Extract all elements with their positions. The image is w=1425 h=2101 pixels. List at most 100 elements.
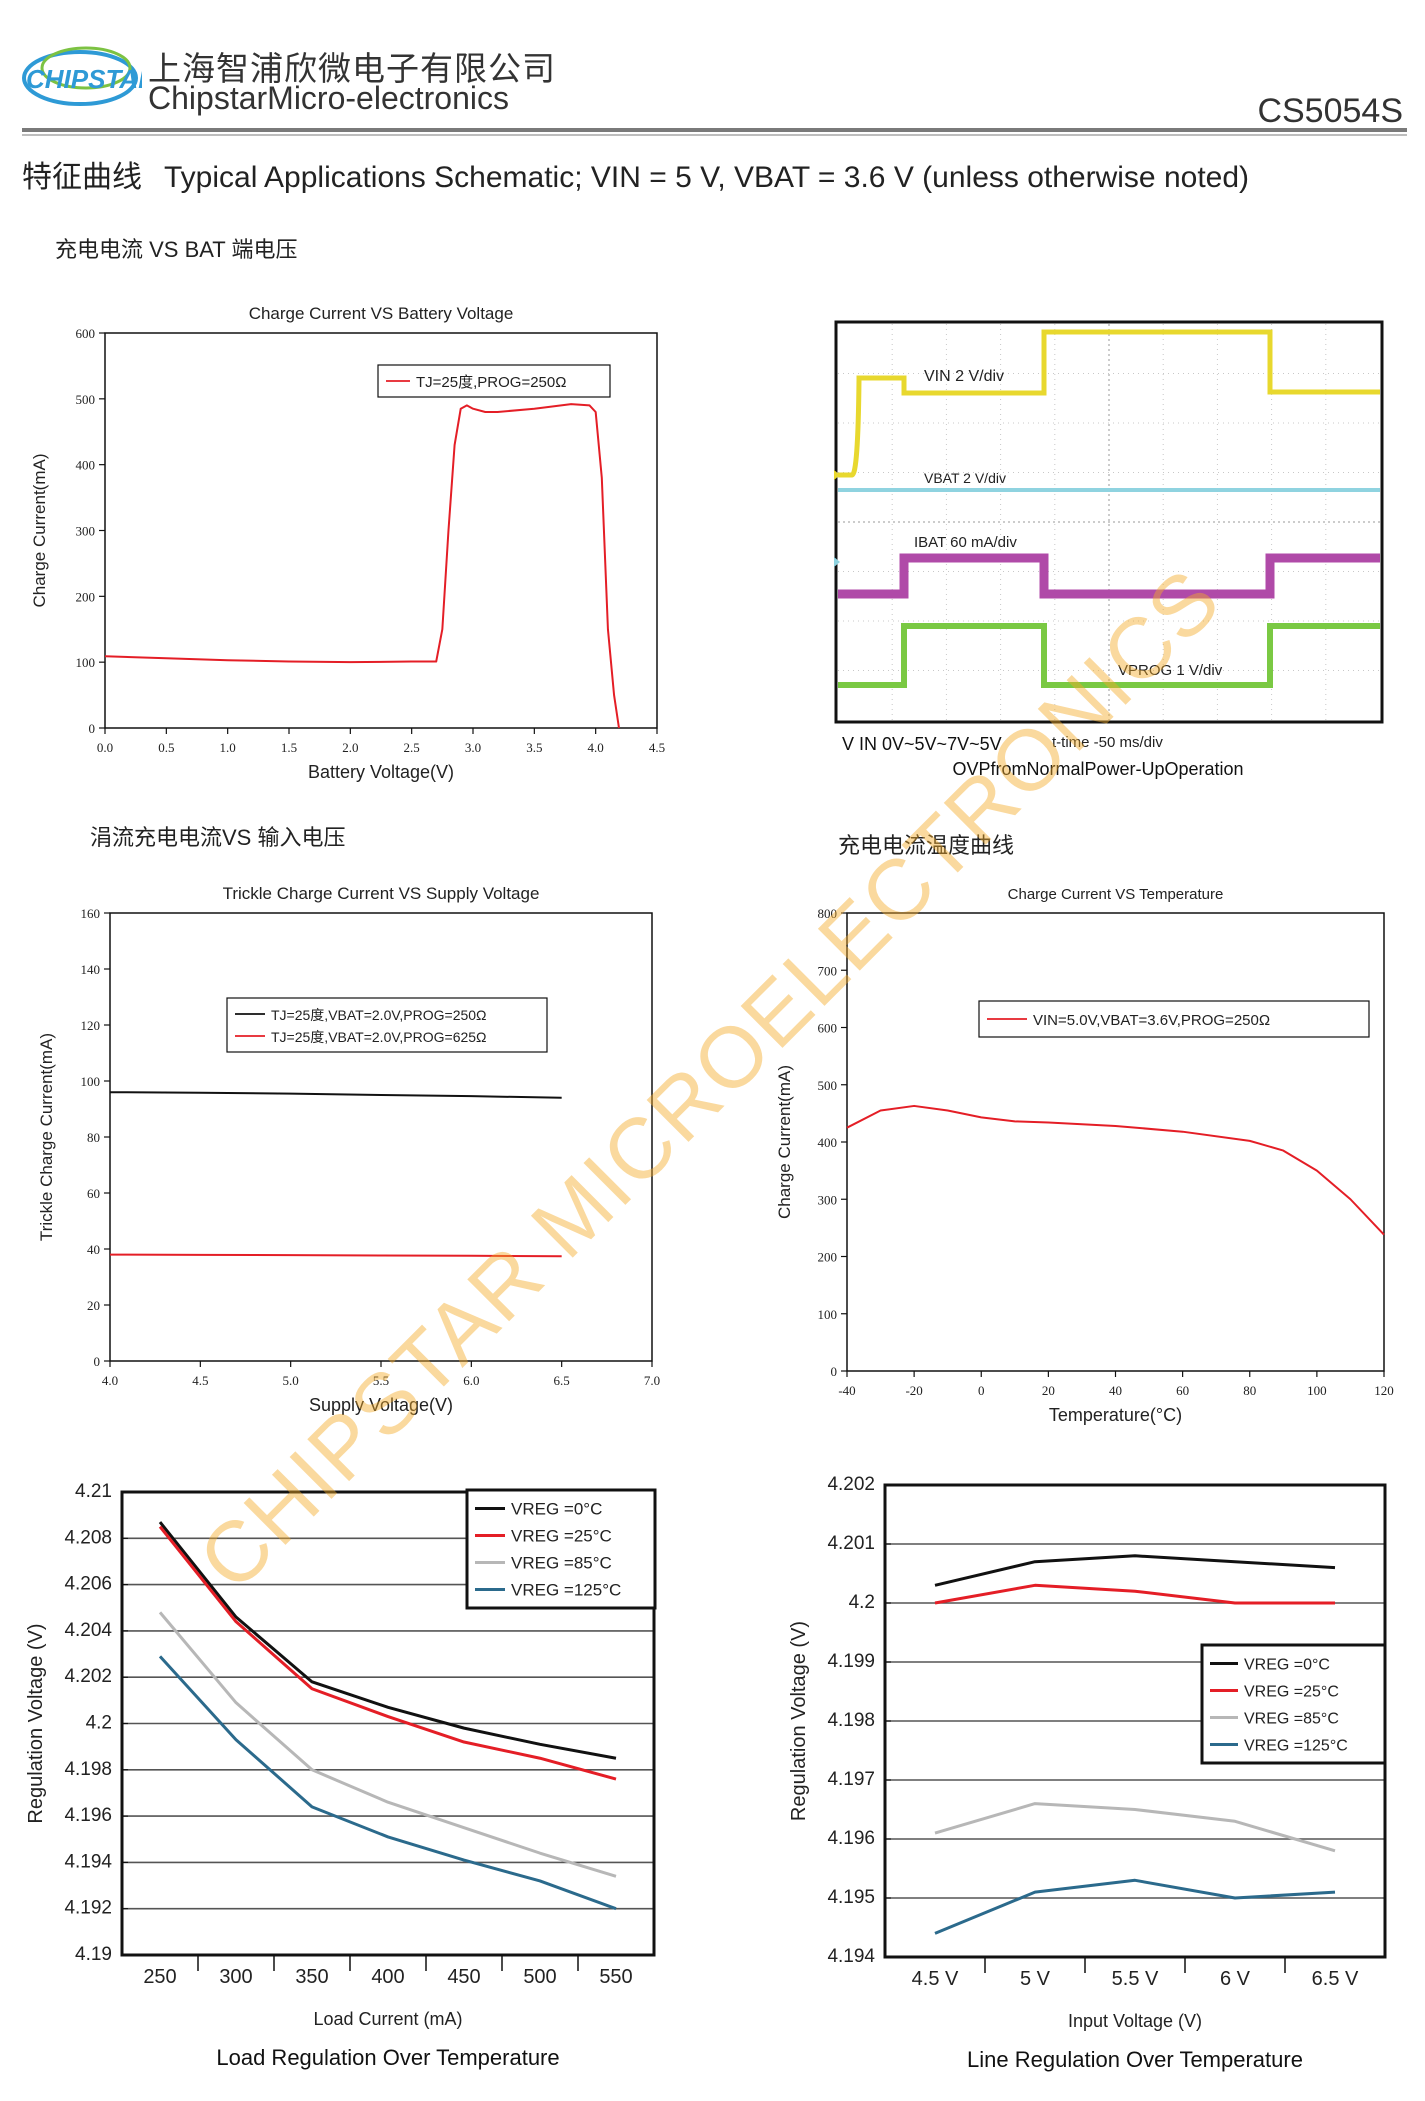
y-tick-label: 4.192	[64, 1898, 112, 1919]
x-axis-label: Supply Voltage(V)	[309, 1395, 453, 1415]
x-tick-label: 40	[1109, 1383, 1122, 1398]
logo-text: CHIPSTAR	[26, 64, 142, 94]
y-tick-label: 600	[76, 326, 96, 341]
scope-marker-ch1	[834, 470, 840, 480]
y-tick-label: 4.197	[827, 1769, 875, 1790]
legend-label: VIN=5.0V,VBAT=3.6V,PROG=250Ω	[1033, 1012, 1270, 1029]
x-tick-label: 100	[1307, 1383, 1327, 1398]
y-tick-label: 4.206	[64, 1574, 112, 1595]
y-tick-label: 0	[89, 721, 96, 736]
legend-label: VREG =25°C	[511, 1527, 612, 1546]
scope-traces	[834, 329, 1380, 688]
chart-charge-vs-temp: 0 100 200 300 400 500 600 700 800 -40 -20 0 20 40 60 80…	[775, 886, 1394, 1425]
y-tick-label: 80	[87, 1130, 100, 1145]
series-line-2	[109, 1253, 562, 1258]
x-tick-label: 6.5 V	[1312, 1968, 1359, 1990]
scope-ch3-label: IBAT 60 mA/div	[914, 534, 1017, 551]
y-tick-label: 200	[818, 1250, 838, 1265]
chart-ovp-scope: VIN 2 V/div VBAT 2 V/div IBAT 60 mA/div …	[834, 320, 1384, 779]
y-tick-label: 300	[818, 1192, 838, 1207]
y-tick-label: 140	[81, 962, 101, 977]
y-tick-label: 60	[87, 1186, 100, 1201]
legend-box	[377, 364, 611, 398]
x-tick-label: 120	[1374, 1383, 1394, 1398]
y-tick-label: 100	[81, 1074, 101, 1089]
scope-grid	[838, 324, 1380, 720]
scope-trace-vin	[838, 329, 1380, 478]
x-tick-label: 6.0	[463, 1373, 479, 1388]
x-tick-label: 2.0	[342, 740, 358, 755]
x-tick-label: 5.5 V	[1112, 1968, 1159, 1990]
y-tick-label: 400	[818, 1135, 838, 1150]
section-title-en: Typical Applications Schematic; VIN = 5 …	[164, 161, 1250, 194]
x-tick-label: 6 V	[1220, 1968, 1251, 1990]
x-tick-label: 0.0	[97, 740, 113, 755]
plot-frame	[846, 912, 1385, 1372]
x-tick-label: 3.0	[465, 740, 481, 755]
y-tick-label: 400	[76, 458, 96, 473]
x-tick-label: 5.5	[373, 1373, 389, 1388]
x-tick-label: 60	[1176, 1383, 1189, 1398]
y-axis-label: Regulation Voltage (V)	[788, 1621, 810, 1821]
legend-box	[978, 1000, 1370, 1038]
y-tick-label: 4.199	[827, 1651, 875, 1672]
x-tick-label: 450	[447, 1966, 480, 1988]
y-tick-label: 500	[76, 392, 96, 407]
chart-title: Charge Current VS Battery Voltage	[249, 304, 514, 323]
y-tick-label: 200	[76, 589, 96, 604]
legend-label: VREG =0°C	[1244, 1657, 1330, 1674]
y-tick-label: 500	[818, 1078, 838, 1093]
scope-ch4-label: VPROG 1 V/div	[1118, 662, 1223, 679]
y-tick-label: 4.196	[827, 1828, 875, 1849]
x-axis-label: Input Voltage (V)	[1068, 2011, 1202, 2031]
y-tick-label: 4.194	[64, 1851, 112, 1872]
x-axis-label: Temperature(°C)	[1049, 1405, 1182, 1425]
scope-ch2-label: VBAT 2 V/div	[924, 470, 1006, 486]
legend-label: VREG =85°C	[511, 1554, 612, 1573]
legend-label: VREG =85°C	[1244, 1711, 1339, 1728]
x-tick-label: 3.5	[526, 740, 542, 755]
x-tick-label: 1.0	[220, 740, 236, 755]
y-tick-label: 600	[818, 1021, 838, 1036]
x-tick-label: 2.5	[404, 740, 420, 755]
x-tick-label: 7.0	[644, 1373, 660, 1388]
y-tick-label: 4.204	[64, 1620, 112, 1641]
series-line-2	[158, 1525, 617, 1781]
y-tick-label: 4.198	[64, 1759, 112, 1780]
y-tick-label: 800	[818, 906, 838, 921]
y-axis-label: Regulation Voltage (V)	[25, 1623, 47, 1823]
chart-title: Load Regulation Over Temperature	[216, 2045, 559, 2070]
x-tick-label: 80	[1243, 1383, 1256, 1398]
y-tick-label: 4.202	[827, 1474, 875, 1495]
x-tick-label: 4.5 V	[912, 1968, 959, 1990]
chart-trickle-vs-supply: 0 20 40 60 80 100 120 140 160 4.0 4.5 5.0 5.5 6.0 6.5 7…	[37, 884, 660, 1415]
x-tick-label: 350	[295, 1966, 328, 1988]
y-tick-label: 4.21	[75, 1481, 112, 1502]
x-tick-label: -20	[905, 1383, 922, 1398]
legend-label: VREG =0°C	[511, 1500, 602, 1519]
y-tick-label: 20	[87, 1298, 100, 1313]
scope-title: OVPfromNormalPower-UpOperation	[952, 759, 1243, 779]
x-tick-label: 4.0	[588, 740, 604, 755]
y-tick-label: 100	[818, 1307, 838, 1322]
chart-charge-vs-battery: 0 100 200 300 400 500 600 0.0 0.5 1.0 1.5 2.0 2.5 3.0…	[30, 304, 665, 782]
company-logo: CHIPSTAR	[22, 46, 142, 106]
x-tick-label: 300	[219, 1966, 252, 1988]
y-tick-label: 160	[81, 906, 101, 921]
caption-temperature: 充电电流温度曲线	[838, 833, 1015, 858]
y-axis-label: Charge Current(mA)	[775, 1065, 794, 1219]
y-tick-label: 4.196	[64, 1805, 112, 1826]
y-tick-label: 4.2	[849, 1592, 875, 1613]
part-number: CS5054S	[1257, 92, 1403, 130]
x-tick-label: -40	[838, 1383, 855, 1398]
x-tick-label: 4.5	[192, 1373, 208, 1388]
chart-line-regulation: 4.194 4.195 4.196 4.197 4.198 4.199 4.2 4.201 4.…	[788, 1474, 1387, 2072]
series-line-2	[934, 1583, 1335, 1605]
legend-label: TJ=25度,VBAT=2.0V,PROG=625Ω	[271, 1029, 487, 1045]
company-name-en: ChipstarMicro-electronics	[148, 80, 509, 116]
scope-marker-ch2	[834, 557, 840, 567]
y-tick-label: 40	[87, 1242, 100, 1257]
x-tick-label: 550	[599, 1966, 632, 1988]
x-tick-label: 4.0	[102, 1373, 118, 1388]
